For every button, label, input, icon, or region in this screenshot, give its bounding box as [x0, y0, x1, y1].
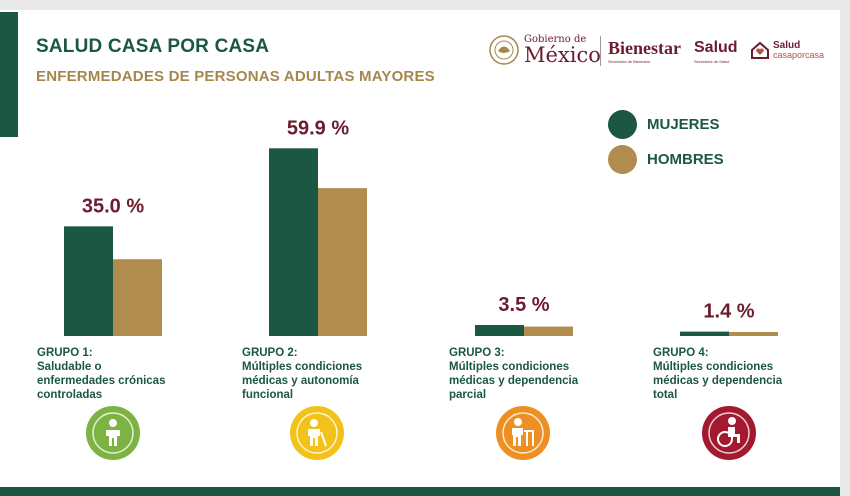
logo-divider: [600, 36, 601, 66]
group-2-label: GRUPO 2: Múltiples condiciones médicas y…: [242, 346, 362, 402]
value-label-group-1: 35.0 %: [82, 195, 144, 217]
group-3-line-3: parcial: [449, 389, 487, 401]
bar-hombres-group-3: [524, 326, 573, 336]
page-subtitle: ENFERMEDADES DE PERSONAS ADULTAS MAYORES: [36, 68, 435, 85]
group-2-line-1: Múltiples condiciones: [242, 361, 363, 373]
left-accent-bar: [0, 12, 18, 137]
gobierno-small-text: Gobierno de: [524, 33, 587, 45]
group-3-label: GRUPO 3: Múltiples condiciones médicas y…: [449, 346, 578, 402]
casa-logo-text-bottom: casaporcasa: [773, 49, 825, 60]
gobierno-big-text: México: [524, 42, 601, 67]
legend-label-mujeres: MUJERES: [647, 116, 720, 133]
group-3-line-2: médicas y dependencia: [449, 375, 579, 387]
bar-hombres-group-4: [729, 332, 778, 336]
bar-mujeres-group-1: [64, 226, 113, 336]
group-2-line-2: médicas y autonomía: [242, 375, 359, 387]
salud-logo-text: Salud: [694, 39, 738, 56]
person-with-cane-icon: [290, 406, 344, 460]
infographic-card: [0, 10, 840, 488]
group-2-line-3: funcional: [242, 389, 294, 401]
group-2-heading: GRUPO 2:: [242, 347, 298, 359]
legend-item-hombres: HOMBRES: [608, 145, 724, 174]
value-label-group-2: 59.9 %: [287, 117, 349, 139]
group-3-line-1: Múltiples condiciones: [449, 361, 570, 373]
group-4-line-2: médicas y dependencia: [653, 375, 783, 387]
person-with-walker-icon: [496, 406, 550, 460]
group-1-label: GRUPO 1: Saludable o enfermedades crónic…: [37, 346, 165, 402]
gobierno-logo: Gobierno de México: [488, 34, 601, 66]
bar-mujeres-group-4: [680, 331, 729, 336]
person-wheelchair-icon: [702, 406, 756, 460]
legend-swatch-mujeres: [608, 110, 637, 139]
bar-mujeres-group-3: [475, 325, 524, 336]
group-4-line-1: Múltiples condiciones: [653, 361, 774, 373]
group-4-label: GRUPO 4: Múltiples condiciones médicas y…: [653, 346, 782, 402]
group-1-line-1: Saludable o: [37, 361, 102, 373]
value-label-group-4: 1.4 %: [703, 301, 754, 323]
group-4-line-3: total: [653, 389, 678, 401]
house-heart-icon: [751, 41, 769, 59]
mexico-seal-icon: [489, 35, 519, 65]
group-4-heading: GRUPO 4:: [653, 347, 709, 359]
group-1-line-2: enfermedades crónicas: [37, 375, 166, 387]
bar-mujeres-group-2: [269, 148, 318, 336]
bar-hombres-group-1: [113, 259, 162, 336]
salud-subtext: Secretaría de Salud: [694, 59, 730, 64]
group-1-line-3: controladas: [37, 389, 103, 401]
legend-swatch-hombres: [608, 145, 637, 174]
legend-item-mujeres: MUJERES: [608, 110, 720, 139]
logo-strip: Gobierno de México Bienestar Secretaría …: [488, 30, 833, 74]
bienestar-subtext: Secretaría de Bienestar: [608, 59, 651, 64]
bottom-accent-bar: [0, 487, 840, 496]
casa-logo-text-top: Salud: [773, 39, 801, 51]
page-title: SALUD CASA POR CASA: [36, 36, 270, 57]
bienestar-logo-text: Bienestar: [608, 38, 681, 58]
value-label-group-3: 3.5 %: [498, 294, 549, 316]
person-standing-icon: [86, 406, 140, 460]
legend-label-hombres: HOMBRES: [647, 151, 724, 168]
group-1-heading: GRUPO 1:: [37, 347, 93, 359]
bar-hombres-group-2: [318, 188, 367, 336]
group-3-heading: GRUPO 3:: [449, 347, 505, 359]
salud-casa-logo: Salud casaporcasa: [750, 40, 824, 60]
